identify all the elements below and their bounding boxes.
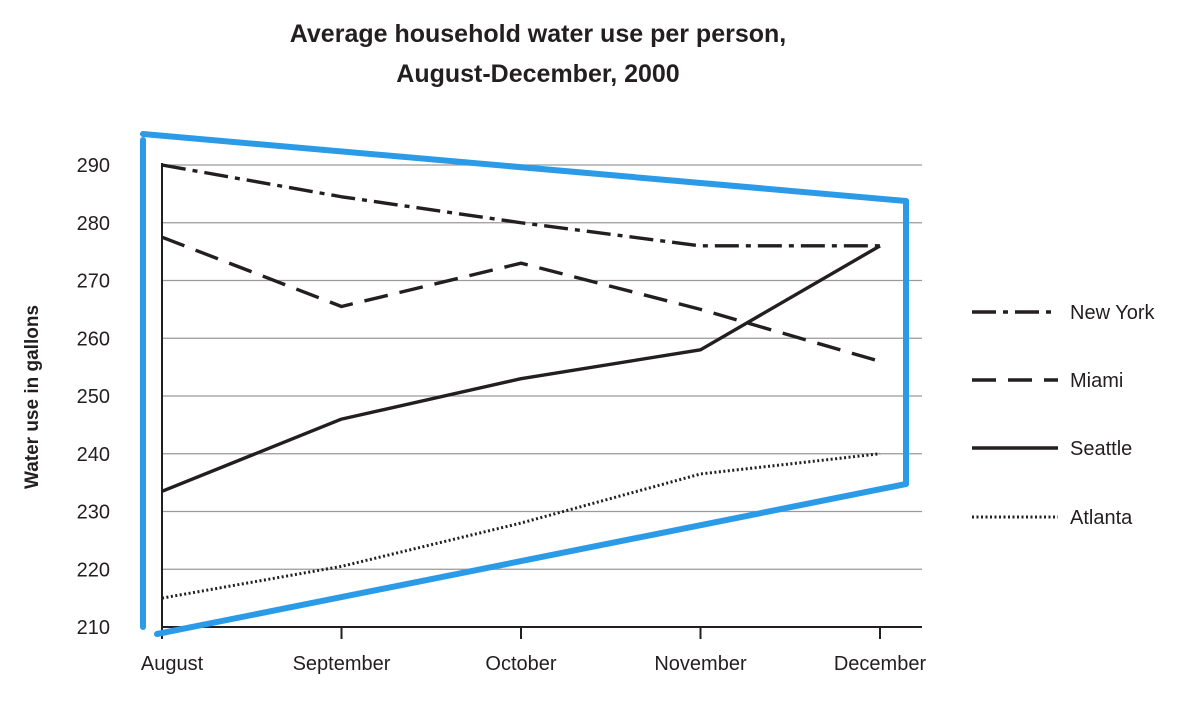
legend: New York Miami Seattle Atlanta <box>972 302 1155 529</box>
series-line-miami <box>161 235 881 363</box>
series-line-new-york <box>161 163 880 248</box>
series-line-seattle <box>161 244 881 493</box>
y-axis-label: Water use in gallons <box>22 305 43 489</box>
y-tick-label: 220 <box>77 559 110 581</box>
y-tick-label: 290 <box>77 155 110 177</box>
x-tick-label: September <box>293 653 391 675</box>
gridlines <box>162 164 922 570</box>
x-tick-labels: August September October November December <box>141 627 927 675</box>
series-line-atlanta <box>161 452 881 600</box>
annotation-overlay <box>140 131 909 637</box>
annotation-edge <box>154 481 909 637</box>
chart-subtitle: August-December, 2000 <box>396 60 679 88</box>
x-tick-label: November <box>654 653 747 675</box>
y-tick-label: 270 <box>77 271 110 293</box>
y-tick-label: 250 <box>77 386 110 408</box>
axes <box>161 163 922 628</box>
x-tick-label: August <box>141 653 204 675</box>
x-tick-label: December <box>834 653 927 675</box>
legend-label: Miami <box>1070 370 1123 392</box>
annotation-edge <box>140 131 909 204</box>
y-tick-label: 210 <box>77 617 110 639</box>
y-tick-label: 260 <box>77 328 110 350</box>
y-tick-label: 230 <box>77 502 110 524</box>
chart-title: Average household water use per person, <box>290 20 786 48</box>
y-tick-label: 240 <box>77 444 110 466</box>
legend-label: Seattle <box>1070 438 1132 460</box>
series-lines <box>161 163 881 600</box>
x-tick-label: October <box>485 653 556 675</box>
y-tick-label: 280 <box>77 213 110 235</box>
y-tick-labels: 210 220 230 240 250 260 270 280 290 <box>77 155 110 639</box>
legend-label: New York <box>1070 302 1155 324</box>
legend-label: Atlanta <box>1070 507 1133 529</box>
